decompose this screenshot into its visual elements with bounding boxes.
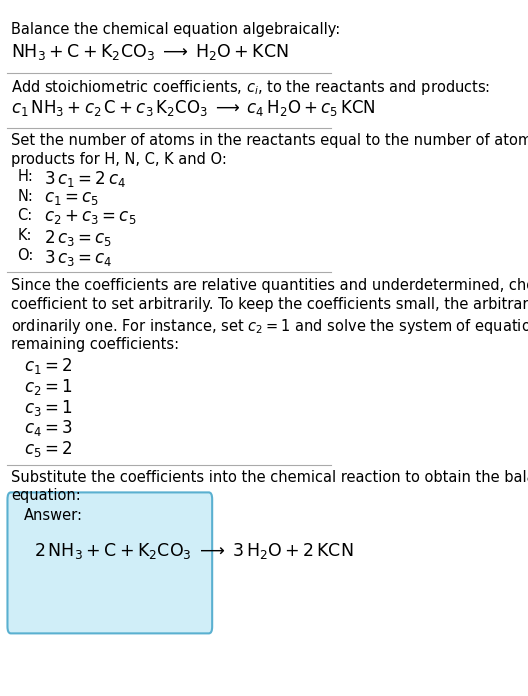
Text: Substitute the coefficients into the chemical reaction to obtain the balanced: Substitute the coefficients into the che… xyxy=(11,470,528,484)
Text: remaining coefficients:: remaining coefficients: xyxy=(11,337,179,351)
Text: ordinarily one. For instance, set $c_2 = 1$ and solve the system of equations fo: ordinarily one. For instance, set $c_2 =… xyxy=(11,317,528,336)
Text: $c_2 = 1$: $c_2 = 1$ xyxy=(24,377,72,397)
Text: H:: H: xyxy=(17,169,33,184)
Text: Balance the chemical equation algebraically:: Balance the chemical equation algebraica… xyxy=(11,22,340,37)
Text: K:: K: xyxy=(17,228,32,243)
Text: $c_5 = 2$: $c_5 = 2$ xyxy=(24,438,72,459)
Text: $c_1 = 2$: $c_1 = 2$ xyxy=(24,356,72,377)
Text: $\mathrm{2\,NH_3 + C + K_2CO_3 \;\longrightarrow\; 3\,H_2O + 2\,KCN}$: $\mathrm{2\,NH_3 + C + K_2CO_3 \;\longri… xyxy=(34,541,353,560)
Text: $c_1\,\mathrm{NH_3} + c_2\,\mathrm{C} + c_3\,\mathrm{K_2CO_3} \;\longrightarrow\: $c_1\,\mathrm{NH_3} + c_2\,\mathrm{C} + … xyxy=(11,97,375,118)
Text: $c_2 + c_3 = c_5$: $c_2 + c_3 = c_5$ xyxy=(44,208,136,226)
Text: $3\,c_3 = c_4$: $3\,c_3 = c_4$ xyxy=(44,248,112,267)
Text: coefficient to set arbitrarily. To keep the coefficients small, the arbitrary va: coefficient to set arbitrarily. To keep … xyxy=(11,297,528,313)
Text: Since the coefficients are relative quantities and underdetermined, choose a: Since the coefficients are relative quan… xyxy=(11,278,528,293)
Text: $c_1 = c_5$: $c_1 = c_5$ xyxy=(44,189,99,207)
Text: Set the number of atoms in the reactants equal to the number of atoms in the: Set the number of atoms in the reactants… xyxy=(11,134,528,148)
Text: O:: O: xyxy=(17,248,34,262)
Text: equation:: equation: xyxy=(11,489,80,503)
Text: N:: N: xyxy=(17,189,33,204)
Text: $c_3 = 1$: $c_3 = 1$ xyxy=(24,397,72,418)
Text: $c_4 = 3$: $c_4 = 3$ xyxy=(24,418,73,438)
Text: C:: C: xyxy=(17,208,33,223)
FancyBboxPatch shape xyxy=(7,492,212,633)
Text: Add stoichiometric coefficients, $c_i$, to the reactants and products:: Add stoichiometric coefficients, $c_i$, … xyxy=(11,78,490,97)
Text: products for H, N, C, K and O:: products for H, N, C, K and O: xyxy=(11,152,227,167)
Text: Answer:: Answer: xyxy=(24,508,83,523)
Text: $2\,c_3 = c_5$: $2\,c_3 = c_5$ xyxy=(44,228,112,248)
Text: $3\,c_1 = 2\,c_4$: $3\,c_1 = 2\,c_4$ xyxy=(44,169,126,189)
Text: $\mathrm{NH_3 + C + K_2CO_3 \;\longrightarrow\; H_2O + KCN}$: $\mathrm{NH_3 + C + K_2CO_3 \;\longright… xyxy=(11,42,288,62)
